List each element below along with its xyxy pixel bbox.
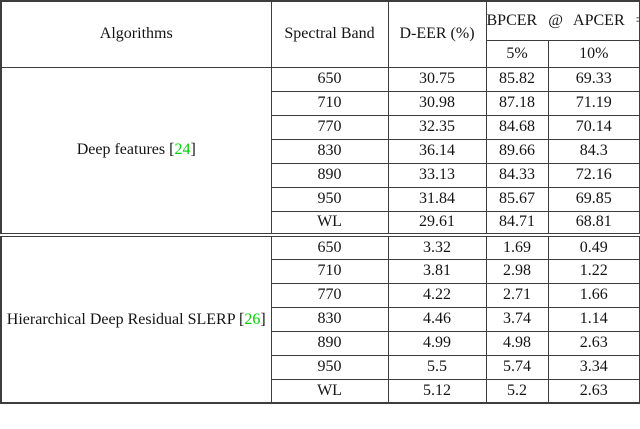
spectral-band-cell: WL	[270, 378, 389, 404]
deer-cell: 29.61	[387, 210, 487, 236]
header-row-top: Algorithms Spectral Band D-EER (%) BPCER…	[0, 0, 640, 68]
bpcer-at-5-cell: 4.98	[485, 330, 549, 356]
bpcer-at-10-cell: 72.16	[547, 162, 640, 188]
citation-link[interactable]: 26	[244, 310, 261, 328]
bpcer-at-5-cell: 85.82	[485, 66, 549, 92]
bpcer-at-5-cell: 1.69	[485, 233, 549, 260]
table-row: WL 5.12 5.2 2.63	[1, 378, 640, 404]
bpcer-at-10-cell: 71.19	[547, 90, 640, 116]
apcer-5-subheader: 5%	[485, 39, 549, 68]
bpcer-at-10-cell: 68.81	[547, 210, 640, 236]
bpcer-at-10-cell: 1.22	[547, 258, 640, 284]
deer-cell: 5.12	[387, 378, 487, 404]
deer-cell: 4.22	[387, 282, 487, 308]
deer-cell: 3.32	[387, 233, 487, 260]
citation-link[interactable]: 24	[174, 141, 191, 159]
spectral-band-cell: 770	[270, 114, 389, 140]
deer-cell: 36.14	[387, 138, 487, 164]
deer-cell: 31.84	[387, 186, 487, 212]
spectral-band-cell: 950	[270, 354, 389, 380]
bpcer-at-5-cell: 5.74	[485, 354, 549, 380]
bpcer-at-apcer-column-header: BPCER @ APCER =	[485, 0, 640, 41]
spectral-band-cell: 710	[270, 90, 389, 116]
bpcer-at-5-cell: 87.18	[485, 90, 549, 116]
bpcer-at-10-cell: 1.66	[547, 282, 640, 308]
spectral-band-cell: 650	[270, 233, 389, 260]
table-row: 950 31.84 85.67 69.85	[1, 186, 640, 212]
spectral-band-cell: 770	[270, 282, 389, 308]
deer-cell: 4.46	[387, 306, 487, 332]
deer-cell: 4.99	[387, 330, 487, 356]
bpcer-at-5-cell: 85.67	[485, 186, 549, 212]
table-row: 890 33.13 84.33 72.16	[1, 162, 640, 188]
algorithms-column-header: Algorithms	[0, 0, 272, 68]
table-row: 710 30.98 87.18 71.19	[1, 90, 640, 116]
algorithm-cell: Deep features [24]	[0, 66, 272, 236]
table-row: WL 29.61 84.71 68.81	[1, 210, 640, 236]
header-row-sub: 5% 10%	[1, 39, 640, 68]
table-row: 770 32.35 84.68 70.14	[1, 114, 640, 140]
spectral-band-cell: 890	[270, 162, 389, 188]
deer-column-header: D-EER (%)	[387, 0, 487, 68]
algorithm-cell: Hierarchical Deep Residual SLERP [26]	[0, 233, 272, 404]
bpcer-at-5-cell: 89.66	[485, 138, 549, 164]
deer-cell: 3.81	[387, 258, 487, 284]
bpcer-at-10-cell: 1.14	[547, 306, 640, 332]
bpcer-at-5-cell: 84.68	[485, 114, 549, 140]
results-table: Algorithms Spectral Band D-EER (%) BPCER…	[0, 0, 640, 404]
bpcer-at-5-cell: 3.74	[485, 306, 549, 332]
deer-cell: 33.13	[387, 162, 487, 188]
spectral-band-column-header: Spectral Band	[270, 0, 389, 68]
table-row: Hierarchical Deep Residual SLERP [26] 650…	[0, 233, 640, 404]
spectral-band-cell: 950	[270, 186, 389, 212]
deer-cell: 30.75	[387, 66, 487, 92]
spectral-band-cell: WL	[270, 210, 389, 236]
table-row: 950 5.5 5.74 3.34	[1, 354, 640, 380]
table-row: 710 3.81 2.98 1.22	[1, 258, 640, 284]
spectral-band-cell: 830	[270, 306, 389, 332]
apcer-10-subheader: 10%	[547, 39, 640, 68]
table-row: Deep features [24] 650 30.75 85.82 69.33	[0, 66, 640, 236]
bpcer-at-5-cell: 84.33	[485, 162, 549, 188]
spectral-band-cell: 710	[270, 258, 389, 284]
deer-cell: 30.98	[387, 90, 487, 116]
bpcer-at-5-cell: 2.98	[485, 258, 549, 284]
bpcer-at-10-cell: 2.63	[547, 378, 640, 404]
results-table-body: Deep features [24] 650 30.75 85.82 69.33 710 3…	[0, 66, 640, 404]
deer-cell: 32.35	[387, 114, 487, 140]
bpcer-at-10-cell: 84.3	[547, 138, 640, 164]
spectral-band-cell: 650	[270, 66, 389, 92]
bpcer-at-10-cell: 69.33	[547, 66, 640, 92]
bpcer-at-5-cell: 84.71	[485, 210, 549, 236]
deer-cell: 5.5	[387, 354, 487, 380]
bpcer-at-10-cell: 70.14	[547, 114, 640, 140]
bpcer-at-5-cell: 5.2	[485, 378, 549, 404]
bpcer-at-10-cell: 2.63	[547, 330, 640, 356]
bpcer-at-5-cell: 2.71	[485, 282, 549, 308]
table-row: 770 4.22 2.71 1.66	[1, 282, 640, 308]
bpcer-at-10-cell: 3.34	[547, 354, 640, 380]
bpcer-at-10-cell: 0.49	[547, 233, 640, 260]
spectral-band-cell: 830	[270, 138, 389, 164]
table-header: Algorithms Spectral Band D-EER (%) BPCER…	[0, 0, 640, 68]
spectral-band-cell: 890	[270, 330, 389, 356]
bpcer-at-10-cell: 69.85	[547, 186, 640, 212]
table-row: 830 36.14 89.66 84.3	[1, 138, 640, 164]
